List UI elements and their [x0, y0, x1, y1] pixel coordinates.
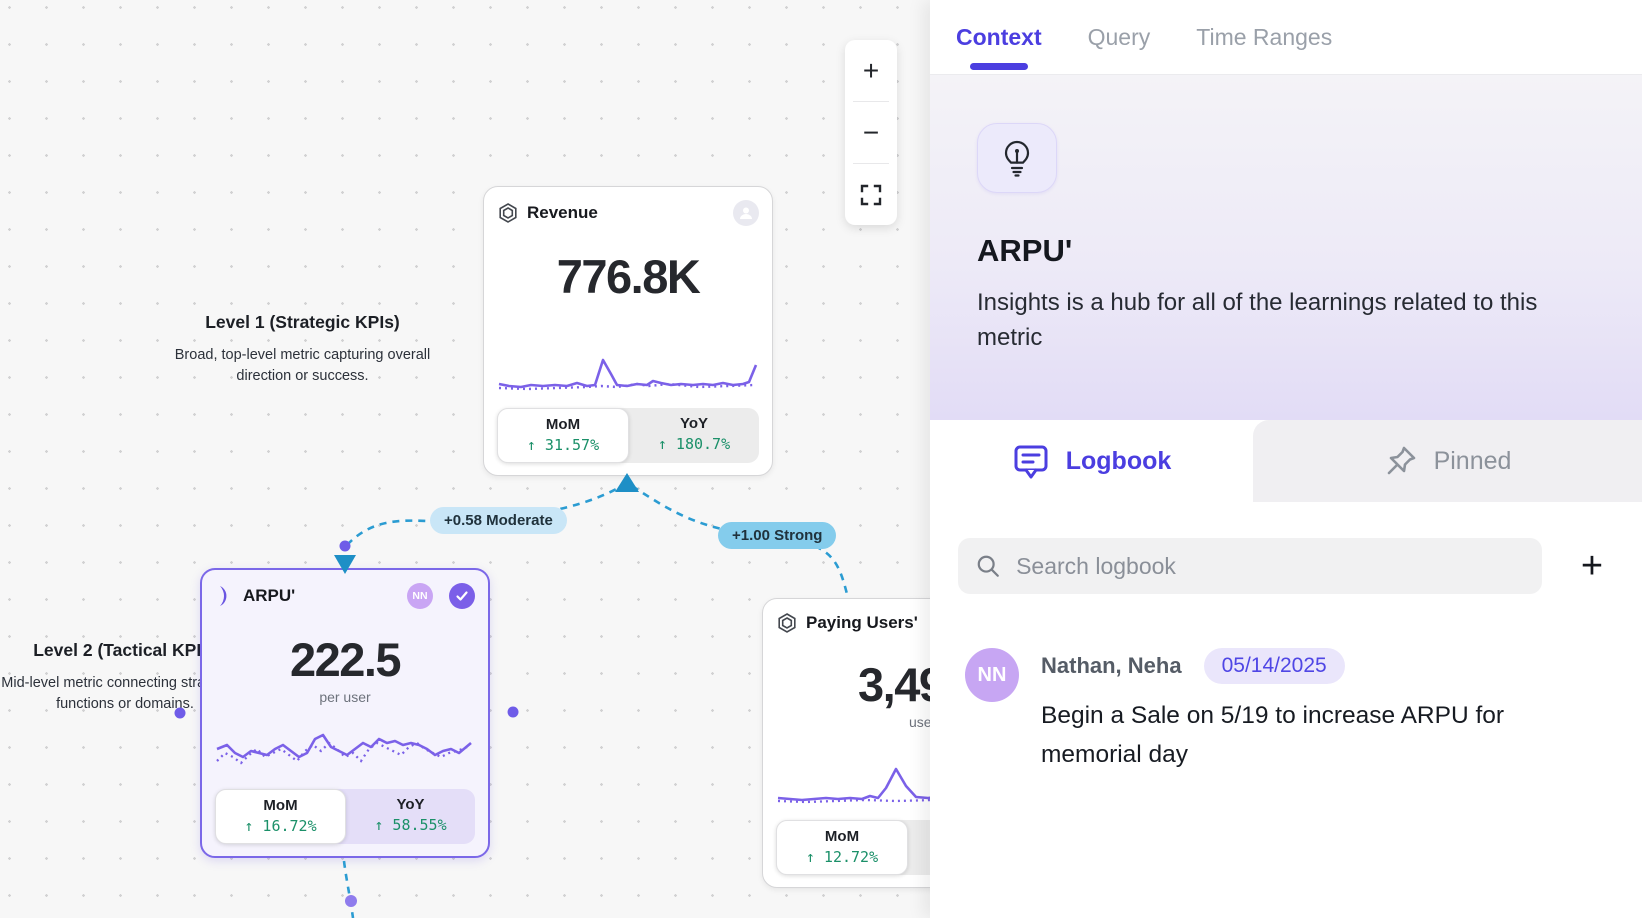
entry-text: Begin a Sale on 5/19 to increase ARPU fo… — [1041, 702, 1505, 768]
yoy-toggle[interactable]: YoY ↑ 180.7% — [629, 408, 759, 463]
zoom-in-button[interactable]: + — [862, 54, 880, 86]
logbook-search-row: + — [930, 538, 1642, 594]
crescent-metric-icon — [215, 585, 235, 607]
canvas-zoom-toolbar: + − — [845, 40, 897, 225]
tab-pinned[interactable]: Pinned — [1253, 420, 1642, 502]
node-unit: per user — [319, 689, 371, 705]
node-title: Revenue — [527, 203, 598, 222]
mom-label: MoM — [545, 416, 581, 433]
paying-users-sparkline — [777, 767, 930, 804]
level-1-title: Level 1 (Strategic KPIs) — [205, 312, 400, 332]
zoom-out-button[interactable]: − — [862, 116, 880, 148]
edge-handle-dot — [339, 540, 351, 552]
tab-logbook[interactable]: Logbook — [930, 420, 1253, 502]
metric-header: ARPU' Insights is a hub for all of the l… — [930, 75, 1642, 420]
metric-node-paying-users[interactable]: Paying Users' 3,49 users MoM ↑ 12.72% — [762, 598, 930, 888]
pinned-tab-label: Pinned — [1433, 446, 1512, 475]
mom-value: ↑ 12.72% — [805, 848, 879, 866]
entry-author-avatar: NN — [965, 648, 1019, 702]
collaborator-avatar[interactable]: NN — [407, 583, 433, 609]
entry-author-name: Nathan, Neha — [1041, 653, 1182, 678]
node-value: 222.5 — [289, 633, 402, 686]
mom-value: ↑ 31.57% — [526, 436, 600, 454]
search-icon — [977, 555, 999, 577]
yoy-value: ↑ 180.7% — [657, 435, 731, 453]
edge-label-moderate[interactable]: +0.58 Moderate — [430, 507, 567, 534]
mom-toggle[interactable]: MoM ↑ 12.72% — [776, 820, 908, 875]
node-title: ARPU' — [243, 586, 296, 605]
node-value: 776.8K — [556, 250, 701, 303]
fit-view-button[interactable] — [845, 164, 897, 225]
level-2-annotation: Level 2 (Tactical KPIs) Mid-level metric… — [0, 640, 265, 715]
panel-metric-title: ARPU' — [977, 233, 1073, 268]
verified-check-icon[interactable] — [449, 583, 475, 609]
panel-metric-description: Insights is a hub for all of the learnin… — [977, 289, 1538, 351]
mom-label: MoM — [824, 828, 860, 845]
owner-avatar-icon[interactable] — [733, 200, 759, 226]
mom-toggle[interactable]: MoM ↑ 16.72% — [215, 789, 346, 844]
mom-value: ↑ 16.72% — [244, 817, 317, 835]
yoy-toggle[interactable]: YoY ↑ 58.55% — [346, 789, 475, 844]
divider — [853, 101, 889, 102]
level-1-description: Broad, top-level metric capturing overal… — [174, 347, 431, 384]
tab-query[interactable]: Query — [1087, 23, 1151, 50]
logbook-search-input[interactable] — [1016, 552, 1524, 580]
edge-handle-dot — [507, 706, 519, 718]
tab-time-ranges[interactable]: Time Ranges — [1196, 23, 1333, 50]
node-unit: users — [909, 714, 930, 730]
tab-context[interactable]: Context — [956, 0, 1042, 74]
mom-label: MoM — [263, 797, 298, 814]
panel-tab-bar: Context Query Time Ranges — [930, 0, 1642, 75]
edge-label-strong[interactable]: +1.00 Strong — [718, 522, 837, 549]
level-1-annotation: Level 1 (Strategic KPIs) Broad, top-leve… — [165, 312, 440, 387]
lightbulb-icon — [977, 123, 1057, 193]
hexagon-metric-icon — [497, 202, 519, 224]
divider — [853, 163, 889, 164]
logbook-tab-label: Logbook — [1065, 446, 1172, 475]
metric-node-arpu[interactable]: ARPU' NN 222.5 per user MoM ↑ 16.72% YoY… — [200, 568, 490, 858]
add-logbook-entry-button[interactable]: + — [1570, 544, 1614, 588]
context-side-panel: Context Query Time Ranges ARPU' Insights… — [930, 0, 1642, 918]
level-2-description: Mid-level metric connecting strategy to … — [1, 675, 249, 712]
entry-date-badge[interactable]: 05/14/2025 — [1203, 648, 1345, 684]
mom-toggle[interactable]: MoM ↑ 31.57% — [497, 408, 629, 463]
revenue-sparkline — [498, 358, 758, 391]
hexagon-metric-icon — [776, 612, 798, 634]
edge-handle-dot — [345, 895, 357, 907]
yoy-value: ↑ 58.55% — [374, 816, 447, 834]
logbook-entry[interactable]: NN Nathan, Neha 05/14/2025 Begin a Sale … — [930, 648, 1642, 774]
metric-tree-canvas[interactable]: +0.58 Moderate +1.00 Strong Level 1 (Str… — [0, 0, 930, 918]
yoy-label: YoY — [679, 415, 709, 432]
logbook-pinned-tabs: Logbook Pinned — [930, 420, 1642, 502]
level-2-title: Level 2 (Tactical KPIs) — [33, 640, 217, 660]
yoy-label: YoY — [396, 796, 425, 813]
logbook-comment-icon — [1014, 445, 1048, 479]
yoy-toggle[interactable] — [908, 820, 930, 875]
node-value: 3,49 — [858, 658, 930, 711]
node-title: Paying Users' — [806, 613, 918, 632]
metric-node-revenue[interactable]: Revenue 776.8K MoM ↑ 31.57% YoY ↑ 180.7% — [483, 186, 773, 476]
logbook-search-box[interactable] — [958, 538, 1542, 594]
pin-icon — [1387, 446, 1415, 475]
arpu-sparkline — [216, 733, 472, 765]
